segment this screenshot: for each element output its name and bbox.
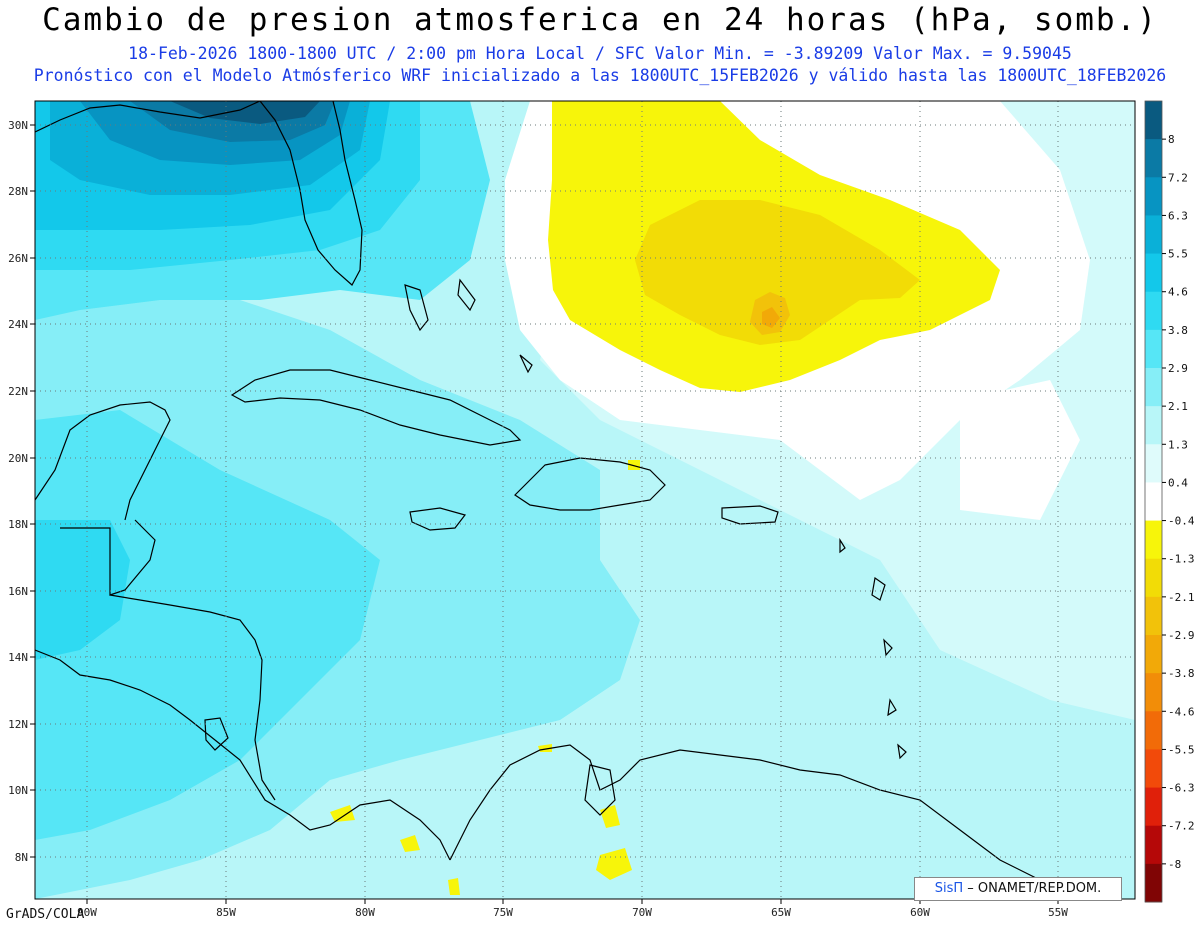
lon-label: 75W [493, 906, 513, 919]
colorbar-label: -2.9 [1168, 629, 1195, 642]
colorbar-frame [1144, 100, 1163, 903]
map-subtitle-date: 18-Feb-2026 1800-1800 UTC / 2:00 pm Hora… [128, 44, 1072, 63]
lon-label: 90W [77, 906, 97, 919]
lon-label: 70W [632, 906, 652, 919]
colorbar-label: -5.5 [1168, 743, 1195, 756]
pressure-shading [35, 101, 1135, 899]
colorbar-swatch [1145, 482, 1162, 522]
lat-label: 16N [8, 585, 28, 598]
lat-label: 28N [8, 185, 28, 198]
colorbar-label: -6.3 [1168, 782, 1195, 795]
lat-label: 12N [8, 718, 28, 731]
colorbar-swatch [1145, 825, 1162, 865]
colorbar-swatch [1145, 406, 1162, 445]
lon-label: 60W [910, 906, 930, 919]
colorbar-swatch [1145, 596, 1162, 636]
colorbar-swatch [1145, 291, 1162, 331]
colorbar: 8 7.2 6.3 5.5 4.6 3.8 2.9 2.1 1.3 0.4 -0.4 -1.3 -2.1… [1144, 100, 1195, 903]
lat-labels: 30N 28N 26N 24N 22N 20N 18N 16N 14N 12N … [8, 119, 28, 864]
lat-label: 22N [8, 385, 28, 398]
lat-label: 18N [8, 518, 28, 531]
colorbar-label: 2.1 [1168, 400, 1188, 413]
lat-tick-marks [30, 124, 1059, 904]
lat-label: 8N [15, 851, 28, 864]
colorbar-swatch [1145, 139, 1162, 178]
colorbar-label: 1.3 [1168, 438, 1188, 451]
map-title: Cambio de presion atmosferica en 24 hora… [42, 2, 1158, 38]
credit-box: SisΠ – ONAMET/REP.DOM. [914, 877, 1122, 901]
credit-brand: SisΠ [934, 881, 964, 896]
colorbar-label: -1.3 [1168, 553, 1195, 566]
colorbar-label: 3.8 [1168, 324, 1188, 337]
colorbar-label: -2.1 [1168, 591, 1195, 604]
grads-footer: GrADS/COLA [6, 907, 85, 922]
colorbar-swatch [1145, 863, 1162, 903]
lat-label: 14N [8, 651, 28, 664]
colorbar-swatch [1145, 368, 1162, 407]
colorbar-label: -8 [1168, 858, 1181, 871]
lon-label: 55W [1048, 906, 1068, 919]
colorbar-swatch [1145, 329, 1162, 369]
lon-label: 85W [216, 906, 236, 919]
colorbar-swatch [1145, 558, 1162, 598]
graticule [35, 101, 1135, 899]
lon-labels: 90W 85W 80W 75W 70W 65W 60W 55W [77, 906, 1068, 919]
plot-frame [34, 100, 1136, 900]
map-subtitle-model: Pronóstico con el Modelo Atmósferico WRF… [33, 66, 1167, 85]
colorbar-swatch [1145, 711, 1162, 750]
colorbar-swatch [1145, 673, 1162, 712]
lat-label: 30N [8, 119, 28, 132]
colorbar-label: -4.6 [1168, 705, 1195, 718]
lat-label: 10N [8, 784, 28, 797]
colorbar-swatch [1145, 215, 1162, 255]
colorbar-label: 6.3 [1168, 209, 1188, 222]
colorbar-label: -7.2 [1168, 820, 1195, 833]
colorbar-label: 8 [1168, 133, 1175, 146]
colorbar-swatch [1145, 787, 1162, 827]
lat-label: 20N [8, 452, 28, 465]
colorbar-label: 4.6 [1168, 286, 1188, 299]
colorbar-swatch [1145, 101, 1162, 140]
lat-label: 26N [8, 252, 28, 265]
colorbar-label: 0.4 [1168, 476, 1188, 489]
colorbar-swatch [1145, 253, 1162, 293]
colorbar-swatch [1145, 177, 1162, 216]
colorbar-swatch [1145, 520, 1162, 560]
lon-label: 65W [771, 906, 791, 919]
lon-label: 80W [355, 906, 375, 919]
colorbar-label: -0.4 [1168, 515, 1195, 528]
colorbar-label: 2.9 [1168, 362, 1188, 375]
colorbar-label: 7.2 [1168, 171, 1188, 184]
lat-label: 24N [8, 318, 28, 331]
colorbar-swatch [1145, 444, 1162, 483]
credit-text: – ONAMET/REP.DOM. [967, 881, 1102, 896]
coastlines [35, 101, 1061, 899]
colorbar-label: -3.8 [1168, 667, 1195, 680]
colorbar-swatch [1145, 749, 1162, 789]
colorbar-label: 5.5 [1168, 248, 1188, 261]
colorbar-swatch [1145, 635, 1162, 674]
